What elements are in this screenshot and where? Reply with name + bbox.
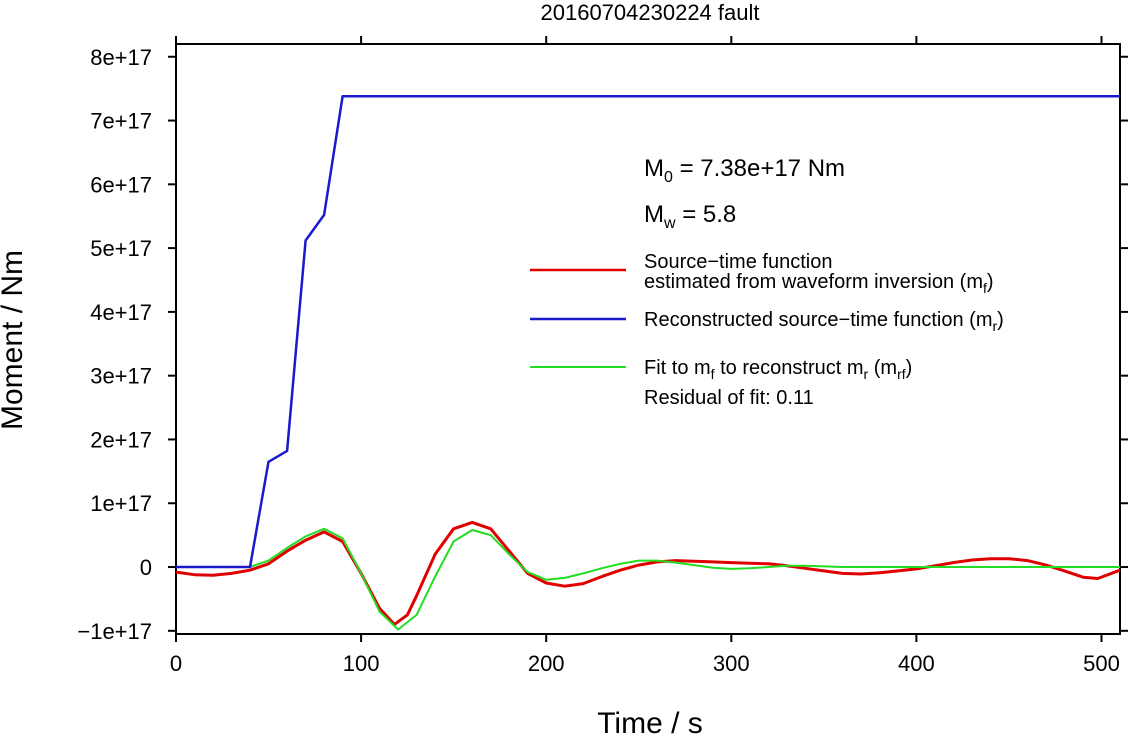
legend-blue-end: ) (997, 309, 1004, 331)
x-tick-label: 500 (1083, 651, 1120, 676)
plot-frame (175, 43, 1121, 635)
m0-annotation: M0 = 7.38e+17 Nm (644, 155, 845, 186)
m0-prefix: M (644, 155, 664, 182)
legend-blue-sub: r (993, 318, 998, 334)
legend-label-red-line2: estimated from waveform inversion (mf) (644, 271, 994, 296)
y-tick-label: 1e+17 (90, 491, 152, 516)
series-lines (175, 95, 1121, 631)
x-axis-title: Time / s (597, 707, 703, 736)
y-tick-label: 4e+17 (90, 300, 152, 325)
mw-sub: w (663, 215, 676, 232)
y-tick-label: 6e+17 (90, 172, 152, 197)
axis-ticks: 0 100 200 300 400 500 −1e+17 0 1e+17 2e+17 3e+17 4e… (77, 36, 1128, 676)
y-tick-label: 2e+17 (90, 427, 152, 452)
legend-green-c-sub: rf (897, 366, 906, 382)
mw-annotation: Mw = 5.8 (644, 201, 736, 232)
legend-green-d: ) (906, 357, 913, 379)
x-tick-label: 200 (528, 651, 565, 676)
residual-annotation: Residual of fit: 0.11 (644, 387, 814, 409)
mw-prefix: M (644, 201, 664, 228)
legend-green-a: Fit to m (644, 357, 711, 379)
legend-green-b: to reconstruct m (715, 357, 864, 379)
series-line-fit (176, 527, 1120, 631)
y-tick-label: 5e+17 (90, 236, 152, 261)
x-tick-label: 100 (343, 651, 380, 676)
legend: Source−time function estimated from wave… (530, 251, 1004, 409)
mw-rest: = 5.8 (676, 201, 737, 228)
legend-red-sub: f (983, 280, 987, 296)
legend-label-green: Fit to mf to reconstruct mr (mrf) (644, 357, 912, 382)
legend-label-blue: Reconstructed source−time function (mr) (644, 309, 1004, 334)
y-tick-label: 0 (140, 555, 152, 580)
y-tick-label: 8e+17 (90, 45, 152, 70)
x-tick-label: 0 (170, 651, 182, 676)
series-line-reconstructed (176, 95, 1120, 569)
y-tick-label: −1e+17 (77, 619, 152, 644)
y-tick-label: 3e+17 (90, 364, 152, 389)
chart-title: 20160704230224 fault (541, 0, 760, 25)
legend-green-b-sub: r (864, 366, 869, 382)
y-tick-label: 7e+17 (90, 109, 152, 134)
legend-green-c: (m (868, 357, 897, 379)
legend-label-red-line1: Source−time function (644, 251, 832, 273)
legend-blue-main: Reconstructed source−time function (m (644, 309, 993, 331)
m0-sub: 0 (664, 169, 673, 186)
legend-green-a-sub: f (711, 366, 715, 382)
x-tick-label: 300 (713, 651, 750, 676)
legend-red-main: estimated from waveform inversion (m (644, 271, 983, 293)
m0-rest: = 7.38e+17 Nm (673, 155, 845, 182)
legend-red-end: ) (987, 271, 994, 293)
x-tick-label: 400 (898, 651, 935, 676)
series-line-source-time-function (175, 520, 1121, 626)
y-axis-title: Moment / Nm (0, 250, 29, 430)
